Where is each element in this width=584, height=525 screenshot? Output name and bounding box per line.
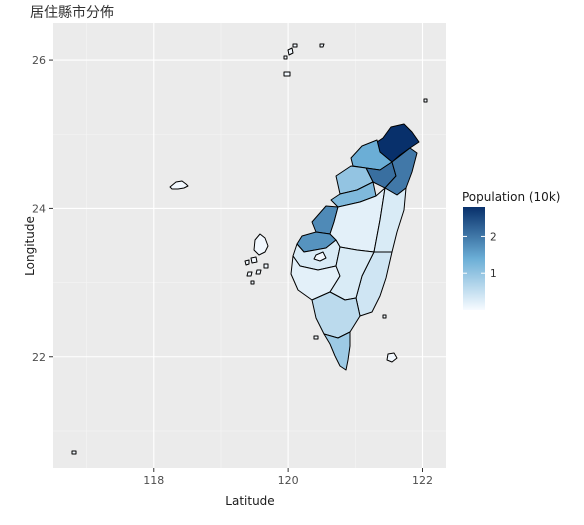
y-tick-label: 22 xyxy=(32,351,46,364)
region-island xyxy=(250,280,255,285)
region-island xyxy=(287,47,294,56)
x-axis: 118 120 122 xyxy=(143,468,433,487)
x-tick-label: 118 xyxy=(143,474,164,487)
region-island xyxy=(246,271,253,277)
y-axis-title: Longitude xyxy=(23,216,37,276)
region-island xyxy=(283,71,291,77)
region-island xyxy=(313,251,327,262)
y-tick-label: 24 xyxy=(32,202,46,215)
x-tick-label: 122 xyxy=(412,474,433,487)
region-south-east xyxy=(311,291,361,339)
legend-title: Population (10k) xyxy=(462,190,560,204)
region-island xyxy=(71,450,77,455)
region-island xyxy=(382,314,387,319)
region-island xyxy=(319,43,325,48)
region-island xyxy=(255,269,262,275)
legend-tick-label: 1 xyxy=(490,268,497,280)
region-island xyxy=(253,233,269,256)
region-south-center xyxy=(329,246,375,301)
region-island xyxy=(292,43,298,48)
y-tick-label: 26 xyxy=(32,54,46,67)
map-regions xyxy=(71,43,428,455)
region-island xyxy=(386,352,398,363)
legend-tick-label: 2 xyxy=(490,231,497,243)
x-axis-title: Latitude xyxy=(225,494,274,508)
region-island xyxy=(283,55,288,60)
y-axis: 22 24 26 xyxy=(32,54,53,364)
region-island xyxy=(263,263,269,269)
region-island xyxy=(169,180,189,190)
region-island xyxy=(244,259,250,266)
region-center-east xyxy=(373,187,407,253)
chart-title: 居住縣市分佈 xyxy=(30,4,114,21)
region-island xyxy=(250,256,258,264)
region-south-tip xyxy=(323,331,351,371)
legend-colorbar xyxy=(463,207,485,310)
region-island xyxy=(313,335,319,340)
legend: Population (10k) 1 2 xyxy=(462,190,560,310)
x-tick-label: 120 xyxy=(278,474,299,487)
region-island xyxy=(423,98,428,103)
